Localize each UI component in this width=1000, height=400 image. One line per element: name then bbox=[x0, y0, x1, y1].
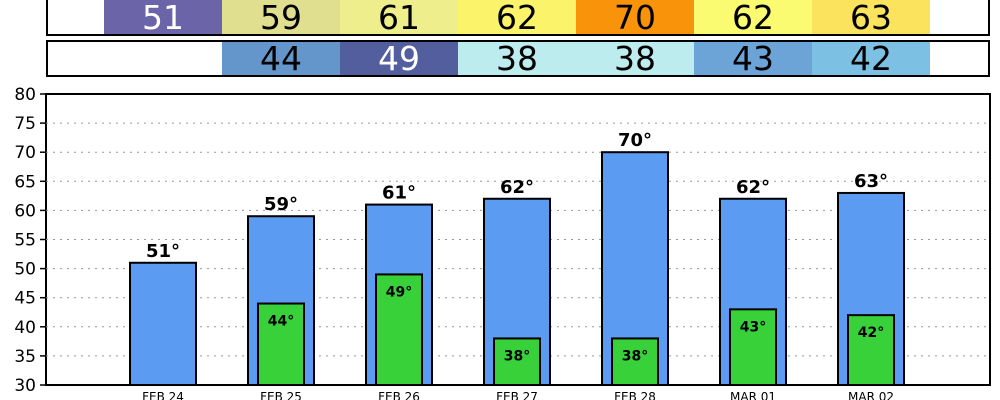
low-bar bbox=[257, 302, 305, 386]
low-temperature-cell: 49 bbox=[340, 39, 458, 78]
low-bar-label: 49° bbox=[386, 284, 412, 300]
high-temperature-cell: 61 bbox=[340, 0, 458, 37]
high-temperature-cell: 62 bbox=[458, 0, 576, 37]
low-temperature-strip: 44 49 38 38 43 42 bbox=[46, 39, 990, 78]
low-bar-label: 42° bbox=[858, 325, 884, 341]
low-temperature-cell: 43 bbox=[694, 39, 812, 78]
low-temperature-cell: 38 bbox=[458, 39, 576, 78]
y-tick-label: 75 bbox=[14, 114, 36, 134]
low-bar bbox=[375, 273, 423, 387]
y-tick-label: 65 bbox=[14, 172, 36, 192]
high-bar-label: 70° bbox=[618, 130, 652, 151]
high-bar-label: 62° bbox=[500, 177, 534, 198]
low-bar-label: 44° bbox=[268, 314, 294, 330]
high-temperature-cell: 62 bbox=[694, 0, 812, 37]
low-bar-label: 38° bbox=[622, 348, 648, 364]
high-bar-label: 62° bbox=[736, 177, 770, 198]
x-category-label: FEB 26 bbox=[378, 390, 420, 400]
high-temperature-cell: 51 bbox=[104, 0, 222, 37]
low-bar bbox=[611, 337, 659, 387]
y-tick-label: 60 bbox=[14, 201, 36, 221]
y-tick-label: 35 bbox=[14, 347, 36, 367]
low-bar bbox=[493, 337, 541, 387]
y-tick-label: 50 bbox=[14, 260, 36, 280]
high-bar-label: 63° bbox=[854, 171, 888, 192]
x-category-label: FEB 25 bbox=[260, 390, 302, 400]
high-bar bbox=[129, 261, 197, 386]
low-temperature-cell: 38 bbox=[576, 39, 694, 78]
y-tick-label: 40 bbox=[14, 318, 36, 338]
high-bar-label: 59° bbox=[264, 194, 298, 215]
x-category-label: FEB 28 bbox=[614, 390, 656, 400]
high-temperature-cell: 70 bbox=[576, 0, 694, 37]
low-temperature-cell: 44 bbox=[222, 39, 340, 78]
high-temperature-cell: 63 bbox=[812, 0, 930, 37]
high-bar-label: 51° bbox=[146, 241, 180, 262]
x-category-label: FEB 24 bbox=[142, 390, 184, 400]
x-category-label: MAR 02 bbox=[848, 390, 894, 400]
high-temperature-strip: 51 59 61 62 70 62 63 bbox=[46, 0, 990, 37]
high-bar-label: 61° bbox=[382, 183, 416, 204]
high-temperature-cell: 59 bbox=[222, 0, 340, 37]
y-tick-label: 55 bbox=[14, 231, 36, 251]
y-tick-label: 30 bbox=[14, 376, 36, 396]
y-tick-label: 80 bbox=[14, 85, 36, 105]
low-temperature-cell: 42 bbox=[812, 39, 930, 78]
y-tick-label: 45 bbox=[14, 289, 36, 309]
x-category-label: FEB 27 bbox=[496, 390, 538, 400]
low-bar-label: 43° bbox=[740, 319, 766, 335]
low-bar bbox=[847, 314, 895, 386]
x-category-label: MAR 01 bbox=[730, 390, 776, 400]
y-tick-label: 70 bbox=[14, 143, 36, 163]
low-bar-label: 38° bbox=[504, 348, 530, 364]
low-bar bbox=[729, 308, 777, 386]
